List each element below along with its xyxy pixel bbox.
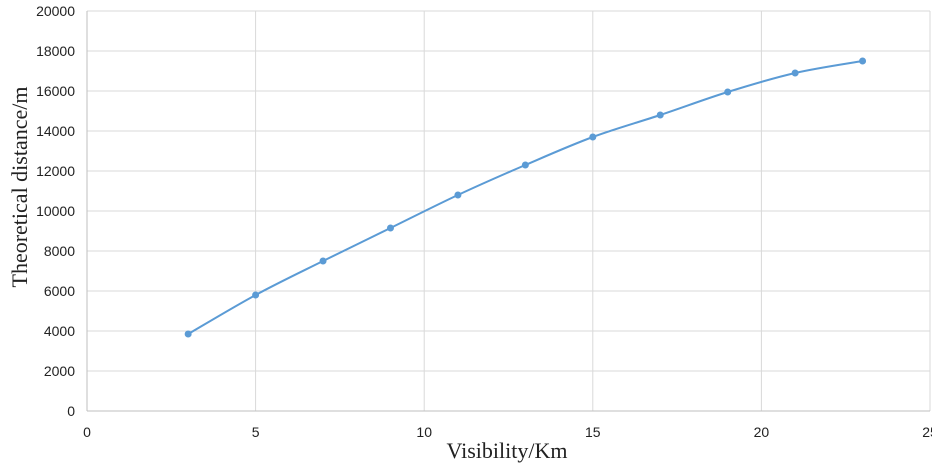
x-axis-title: Visibility/Km (447, 438, 568, 463)
y-tick-label: 12000 (36, 163, 75, 179)
y-tick-label: 18000 (36, 43, 75, 59)
y-tick-label: 4000 (44, 323, 75, 339)
x-tick-label: 15 (585, 424, 601, 440)
data-point (319, 257, 327, 265)
data-point (791, 69, 799, 77)
data-point (589, 133, 597, 141)
x-tick-label: 0 (83, 424, 91, 440)
y-tick-label: 2000 (44, 363, 75, 379)
data-point (656, 111, 664, 119)
data-point (386, 224, 394, 232)
data-point (454, 191, 462, 199)
x-tick-label: 10 (416, 424, 432, 440)
data-point (724, 88, 732, 96)
series-group (184, 57, 867, 338)
data-point (859, 57, 867, 65)
y-tick-label: 14000 (36, 123, 75, 139)
axes (86, 11, 930, 412)
x-tick-label: 5 (252, 424, 260, 440)
x-tick-labels: 0 5 10 15 20 25 (83, 424, 932, 440)
y-tick-label: 8000 (44, 243, 75, 259)
x-tick-label: 20 (754, 424, 770, 440)
y-tick-labels: 0 2000 4000 6000 8000 10000 12000 14000 16000 180… (36, 3, 75, 419)
y-tick-label: 6000 (44, 283, 75, 299)
y-tick-label: 0 (67, 403, 75, 419)
y-tick-label: 16000 (36, 83, 75, 99)
data-point (184, 330, 192, 338)
grid-lines (87, 10, 931, 411)
y-axis-title: Theoretical distance/m (7, 87, 32, 288)
y-tick-label: 10000 (36, 203, 75, 219)
data-point (252, 291, 260, 299)
y-tick-label: 20000 (36, 3, 75, 19)
data-point (521, 161, 529, 169)
x-tick-label: 25 (922, 424, 932, 440)
